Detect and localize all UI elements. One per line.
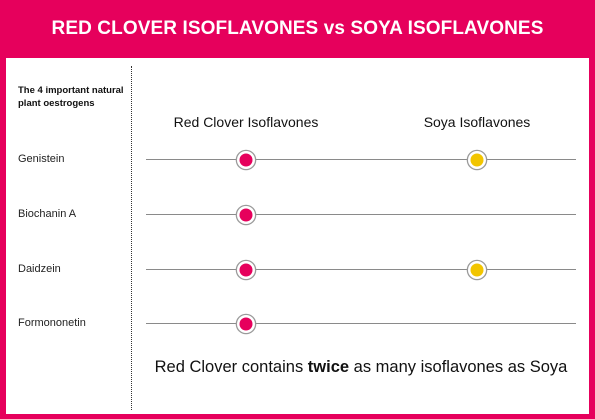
row-line <box>146 159 576 160</box>
footer-emphasis: twice <box>307 358 350 376</box>
soya-dot <box>470 263 484 276</box>
row-label: Genistein <box>18 153 65 165</box>
row-label: Daidzein <box>18 263 61 275</box>
red-clover-dot <box>239 317 253 330</box>
row-line <box>146 269 576 270</box>
footer-text-before: Red Clover contains <box>154 358 308 376</box>
page-title: RED CLOVER ISOFLAVONES vs SOYA ISOFLAVON… <box>51 18 544 39</box>
row-line <box>146 323 576 324</box>
dotted-divider <box>131 66 132 410</box>
footer-statement: Red Clover contains twice as many isofla… <box>146 358 576 377</box>
column-header-soya: Soya Isoflavones <box>423 114 531 130</box>
row-label: Biochanin A <box>18 208 77 220</box>
red-clover-dot <box>239 208 253 221</box>
soya-dot <box>470 153 484 166</box>
row-label: Formononetin <box>18 317 86 329</box>
comparison-panel: The 4 important natural plant oestrogens… <box>6 58 589 414</box>
red-clover-dot <box>239 153 253 166</box>
red-clover-dot <box>239 263 253 276</box>
row-line <box>146 214 576 215</box>
column-header-red-clover: Red Clover Isoflavones <box>173 114 319 130</box>
footer-text-after: as many isoflavones as Soya <box>349 358 568 376</box>
side-heading: The 4 important natural plant oestrogens <box>18 85 124 109</box>
